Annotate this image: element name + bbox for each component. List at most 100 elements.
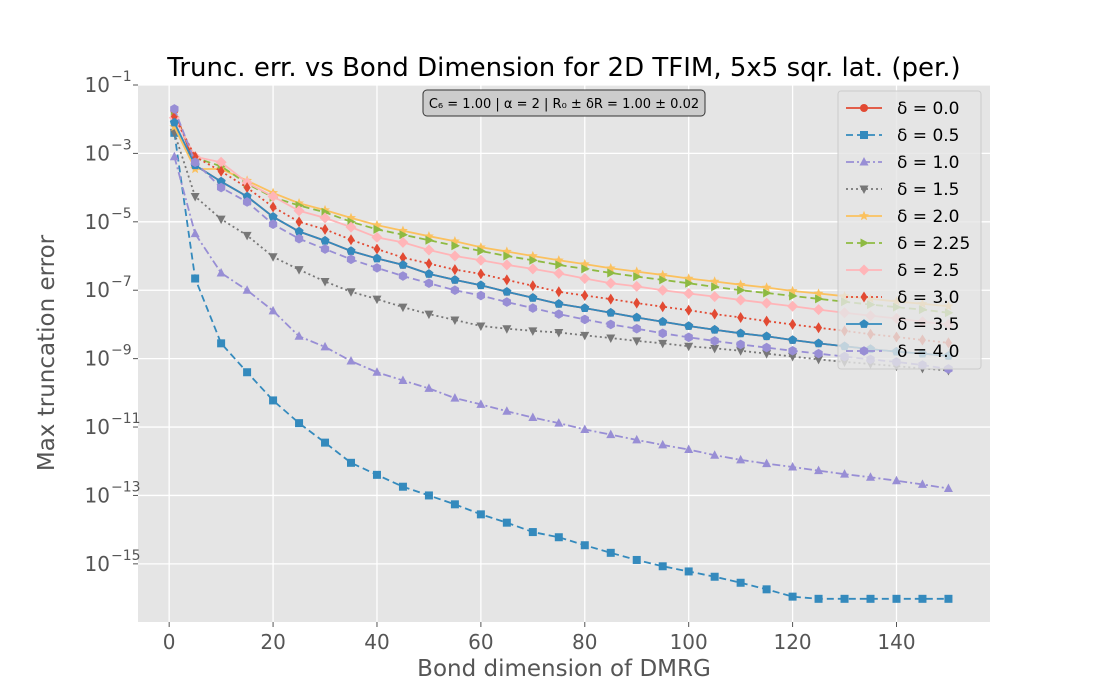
data-point <box>762 458 772 468</box>
data-point <box>216 267 226 277</box>
data-point <box>269 396 278 405</box>
data-point <box>425 235 434 245</box>
data-point <box>789 318 797 330</box>
data-point <box>321 438 330 447</box>
data-point <box>943 483 953 492</box>
data-point <box>944 594 953 603</box>
data-point <box>736 347 746 356</box>
data-point <box>736 454 746 464</box>
data-point <box>580 424 590 433</box>
data-point <box>658 562 667 571</box>
data-point <box>891 475 901 485</box>
y-tick-label: 10 <box>85 347 110 371</box>
data-point <box>684 444 694 454</box>
data-point <box>787 300 799 312</box>
y-tick-label: 10 <box>85 415 110 439</box>
data-point <box>170 104 179 114</box>
legend-marker <box>859 346 869 356</box>
x-tick-label: 60 <box>468 630 493 654</box>
data-point <box>762 331 772 341</box>
data-point <box>815 294 824 304</box>
data-point <box>425 258 433 270</box>
data-point <box>840 594 849 603</box>
data-point <box>814 465 824 475</box>
data-point <box>761 297 773 309</box>
data-point <box>346 288 356 297</box>
data-point <box>736 339 745 350</box>
data-point <box>476 322 486 331</box>
data-point <box>320 235 330 245</box>
data-point <box>788 345 797 356</box>
data-point <box>347 458 355 467</box>
x-axis-label: Bond dimension of DMRG <box>417 656 711 682</box>
data-point <box>268 305 278 315</box>
data-point <box>399 230 408 240</box>
legend-label: δ = 4.0 <box>897 342 960 362</box>
data-point <box>632 434 642 444</box>
y-tick-exponent: −15 <box>111 548 141 564</box>
series-8 <box>169 117 953 360</box>
data-point <box>683 273 694 283</box>
data-point <box>503 251 512 261</box>
y-tick-label: 10 <box>85 73 110 97</box>
y-tick-exponent: −11 <box>111 411 141 427</box>
annotation-box <box>422 89 706 117</box>
data-point <box>372 253 382 263</box>
data-point <box>527 250 538 261</box>
legend-box <box>837 90 982 370</box>
data-point <box>632 312 642 322</box>
data-point <box>502 518 511 527</box>
data-point <box>295 216 303 228</box>
data-point <box>346 212 356 223</box>
data-point <box>553 267 565 279</box>
data-point <box>685 278 694 288</box>
data-point <box>684 332 693 343</box>
data-point <box>685 304 693 316</box>
data-point <box>294 331 304 340</box>
data-point <box>242 197 252 207</box>
data-point <box>763 315 771 327</box>
series-2 <box>169 151 953 492</box>
data-point <box>735 279 746 289</box>
data-point <box>633 297 641 309</box>
data-point <box>632 337 642 346</box>
data-point <box>269 201 277 213</box>
data-point <box>451 241 460 251</box>
legend-marker <box>858 264 870 276</box>
data-point <box>555 260 564 270</box>
data-point <box>503 274 511 286</box>
legend-marker <box>859 210 869 221</box>
data-point <box>554 309 563 319</box>
data-point <box>658 439 668 449</box>
legend-entry: δ = 1.0 <box>846 153 960 173</box>
legend-entry: δ = 0.0 <box>846 99 960 119</box>
legend-entry: δ = 3.0 <box>846 288 960 308</box>
data-point <box>424 310 434 320</box>
data-point <box>373 243 381 255</box>
data-point <box>709 291 721 303</box>
data-point <box>657 284 669 296</box>
data-point <box>788 592 797 601</box>
data-point <box>501 259 513 271</box>
data-point <box>399 252 407 264</box>
x-axis-ticks: 0 20 40 60 80 100 120 140 <box>163 622 916 654</box>
data-point <box>684 342 694 352</box>
y-axis-label: Max truncation error <box>34 234 60 471</box>
data-point <box>606 548 615 557</box>
legend-label: δ = 2.25 <box>897 234 970 254</box>
data-point <box>450 285 460 296</box>
data-point <box>788 335 798 344</box>
data-point <box>294 266 304 275</box>
data-point <box>502 286 512 296</box>
legend-marker <box>860 104 868 112</box>
data-point <box>554 533 563 542</box>
data-point <box>737 285 746 295</box>
data-point <box>398 482 407 491</box>
data-point <box>451 264 459 276</box>
y-tick-label: 10 <box>85 141 110 165</box>
data-point <box>814 348 823 359</box>
data-point <box>345 221 357 233</box>
data-point <box>555 286 563 298</box>
data-point <box>866 594 875 603</box>
